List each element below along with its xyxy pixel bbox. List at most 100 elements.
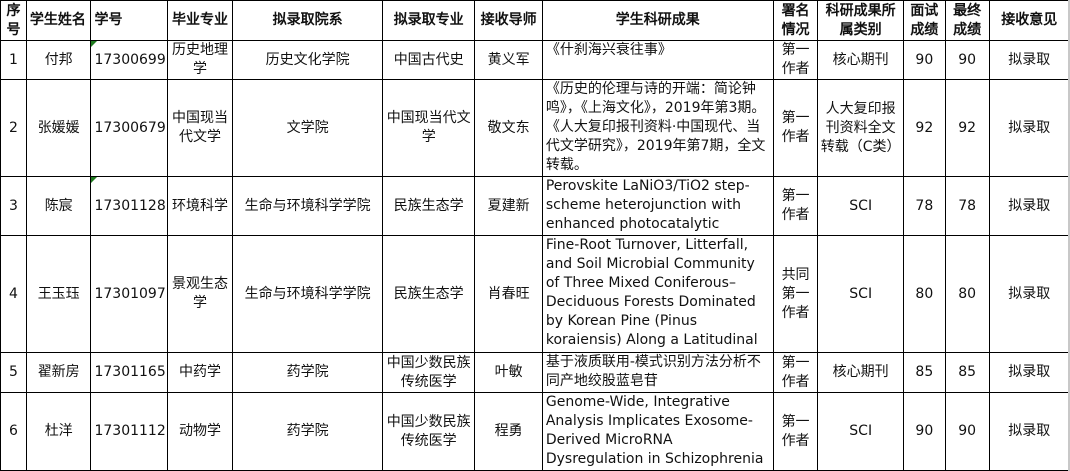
cell-decision[interactable]: 拟录取 <box>988 79 1070 177</box>
cell-text: 17301128 <box>94 197 166 214</box>
cell-decision[interactable]: 拟录取 <box>988 352 1070 393</box>
header-supervisor[interactable]: 接收导师 <box>474 0 543 41</box>
cell-text: 第一作者 <box>781 42 810 77</box>
cell-output-category[interactable]: 核心期刊 <box>817 40 904 80</box>
cell-final-score[interactable]: 90 <box>944 40 990 80</box>
cell-supervisor[interactable]: 叶敏 <box>474 352 543 393</box>
cell-supervisor[interactable]: 程勇 <box>474 392 543 471</box>
header-output-category[interactable]: 科研成果所属类别 <box>817 0 904 41</box>
cell-final-score[interactable]: 90 <box>944 392 990 471</box>
cell-student-id[interactable]: 17300699 <box>90 40 168 80</box>
cell-student-id[interactable]: 17301128 <box>90 176 168 236</box>
cell-admit-major[interactable]: 中国少数民族传统医学 <box>382 352 476 393</box>
cell-authorship[interactable]: 第一作者 <box>772 352 819 393</box>
cell-research-output[interactable]: Genome-Wide, Integrative Analysis Implic… <box>541 392 774 471</box>
cell-index[interactable]: 1 <box>0 40 27 80</box>
cell-undergrad-major[interactable]: 环境科学 <box>166 176 234 236</box>
cell-output-category[interactable]: SCI <box>817 392 904 471</box>
cell-interview-score[interactable]: 80 <box>902 235 946 353</box>
cell-index[interactable]: 2 <box>0 79 27 177</box>
cell-student-name[interactable]: 张媛媛 <box>25 79 92 177</box>
cell-output-category[interactable]: SCI <box>817 235 904 353</box>
header-student-name[interactable]: 学生姓名 <box>25 0 92 41</box>
cell-research-output[interactable]: 《历史的伦理与诗的开端：简论钟鸣》，《上海文化》，2019年第3期。《人大复印报… <box>541 79 774 177</box>
cell-decision[interactable]: 拟录取 <box>988 40 1070 80</box>
cell-text: 90 <box>958 51 977 68</box>
cell-interview-score[interactable]: 85 <box>902 352 946 393</box>
cell-final-score[interactable]: 78 <box>944 176 990 236</box>
cell-decision[interactable]: 拟录取 <box>988 392 1070 471</box>
cell-admit-major[interactable]: 中国少数民族传统医学 <box>382 392 476 471</box>
header-admit-school[interactable]: 拟录取院系 <box>232 0 384 41</box>
cell-text: 药学院 <box>286 423 329 439</box>
cell-admit-school[interactable]: 生命与环境科学学院 <box>232 176 384 236</box>
cell-index[interactable]: 4 <box>0 235 27 353</box>
cell-admit-major[interactable]: 中国现当代文学 <box>382 79 476 177</box>
table-row: 6 杜洋 17301112 动物学 药学院 中国少数民族传统医学 程勇 Genome-Wide… <box>0 392 1070 471</box>
cell-index[interactable]: 6 <box>0 392 27 471</box>
cell-student-name[interactable]: 付邦 <box>25 40 92 80</box>
cell-admit-major[interactable]: 民族生态学 <box>382 176 476 236</box>
cell-research-output[interactable]: Fine-Root Turnover, Litterfall, and Soil… <box>541 235 774 353</box>
header-undergrad-major[interactable]: 毕业专业 <box>166 0 234 41</box>
cell-interview-score[interactable]: 78 <box>902 176 946 236</box>
cell-undergrad-major[interactable]: 动物学 <box>166 392 234 471</box>
cell-student-name[interactable]: 杜洋 <box>25 392 92 471</box>
cell-student-id[interactable]: 17301097 <box>90 235 168 353</box>
cell-final-score[interactable]: 85 <box>944 352 990 393</box>
cell-research-output[interactable]: Perovskite LaNiO3/TiO2 step-scheme heter… <box>541 176 774 236</box>
cell-undergrad-major[interactable]: 历史地理学 <box>166 40 234 80</box>
header-final-score[interactable]: 最终成绩 <box>944 0 990 41</box>
cell-index[interactable]: 3 <box>0 176 27 236</box>
header-admit-major[interactable]: 拟录取专业 <box>382 0 476 41</box>
cell-student-id[interactable]: 17300679 <box>90 79 168 177</box>
cell-student-name[interactable]: 王玉珏 <box>25 235 92 353</box>
header-authorship[interactable]: 署名情况 <box>772 0 819 41</box>
header-research-output[interactable]: 学生科研成果 <box>541 0 774 41</box>
cell-final-score[interactable]: 80 <box>944 235 990 353</box>
cell-authorship[interactable]: 第一作者 <box>772 176 819 236</box>
cell-index[interactable]: 5 <box>0 352 27 393</box>
cell-student-id[interactable]: 17301112 <box>90 392 168 471</box>
cell-undergrad-major[interactable]: 中药学 <box>166 352 234 393</box>
cell-authorship[interactable]: 第一作者 <box>772 40 819 80</box>
cell-supervisor[interactable]: 黄义军 <box>474 40 543 80</box>
cell-interview-score[interactable]: 90 <box>902 40 946 80</box>
cell-admit-school[interactable]: 药学院 <box>232 352 384 393</box>
cell-admit-school[interactable]: 文学院 <box>232 79 384 177</box>
header-label: 学号 <box>94 12 123 28</box>
cell-admit-major[interactable]: 中国古代史 <box>382 40 476 80</box>
cell-admit-school[interactable]: 历史文化学院 <box>232 40 384 80</box>
cell-student-name[interactable]: 翟新房 <box>25 352 92 393</box>
cell-text: 核心期刊 <box>832 51 889 68</box>
cell-text: 黄义军 <box>487 51 530 68</box>
cell-authorship[interactable]: 第一作者 <box>772 392 819 471</box>
cell-output-category[interactable]: 人大复印报刊资料全文转载（C类） <box>817 79 904 177</box>
cell-text: 90 <box>915 51 934 68</box>
cell-admit-major[interactable]: 民族生态学 <box>382 235 476 353</box>
cell-interview-score[interactable]: 90 <box>902 392 946 471</box>
cell-supervisor[interactable]: 敬文东 <box>474 79 543 177</box>
cell-decision[interactable]: 拟录取 <box>988 235 1070 353</box>
cell-admit-school[interactable]: 生命与环境科学学院 <box>232 235 384 353</box>
cell-authorship[interactable]: 共同第一作者 <box>772 235 819 353</box>
cell-authorship[interactable]: 第一作者 <box>772 79 819 177</box>
cell-output-category[interactable]: SCI <box>817 176 904 236</box>
cell-decision[interactable]: 拟录取 <box>988 176 1070 236</box>
cell-student-name[interactable]: 陈宸 <box>25 176 92 236</box>
cell-supervisor[interactable]: 夏建新 <box>474 176 543 236</box>
cell-student-id[interactable]: 17301165 <box>90 352 168 393</box>
cell-final-score[interactable]: 92 <box>944 79 990 177</box>
header-decision[interactable]: 接收意见 <box>988 0 1070 41</box>
cell-undergrad-major[interactable]: 中国现当代文学 <box>166 79 234 177</box>
cell-supervisor[interactable]: 肖春旺 <box>474 235 543 353</box>
header-student-id[interactable]: 学号 <box>90 0 168 41</box>
cell-output-category[interactable]: 核心期刊 <box>817 352 904 393</box>
cell-interview-score[interactable]: 92 <box>902 79 946 177</box>
cell-research-output[interactable]: 基于液质联用-模式识别方法分析不同产地绞股蓝皂苷 <box>541 352 774 393</box>
cell-undergrad-major[interactable]: 景观生态学 <box>166 235 234 353</box>
header-index[interactable]: 序号 <box>0 0 27 41</box>
cell-research-output[interactable]: 《什刹海兴衰往事》 <box>541 40 774 80</box>
cell-admit-school[interactable]: 药学院 <box>232 392 384 471</box>
header-interview-score[interactable]: 面试成绩 <box>902 0 946 41</box>
